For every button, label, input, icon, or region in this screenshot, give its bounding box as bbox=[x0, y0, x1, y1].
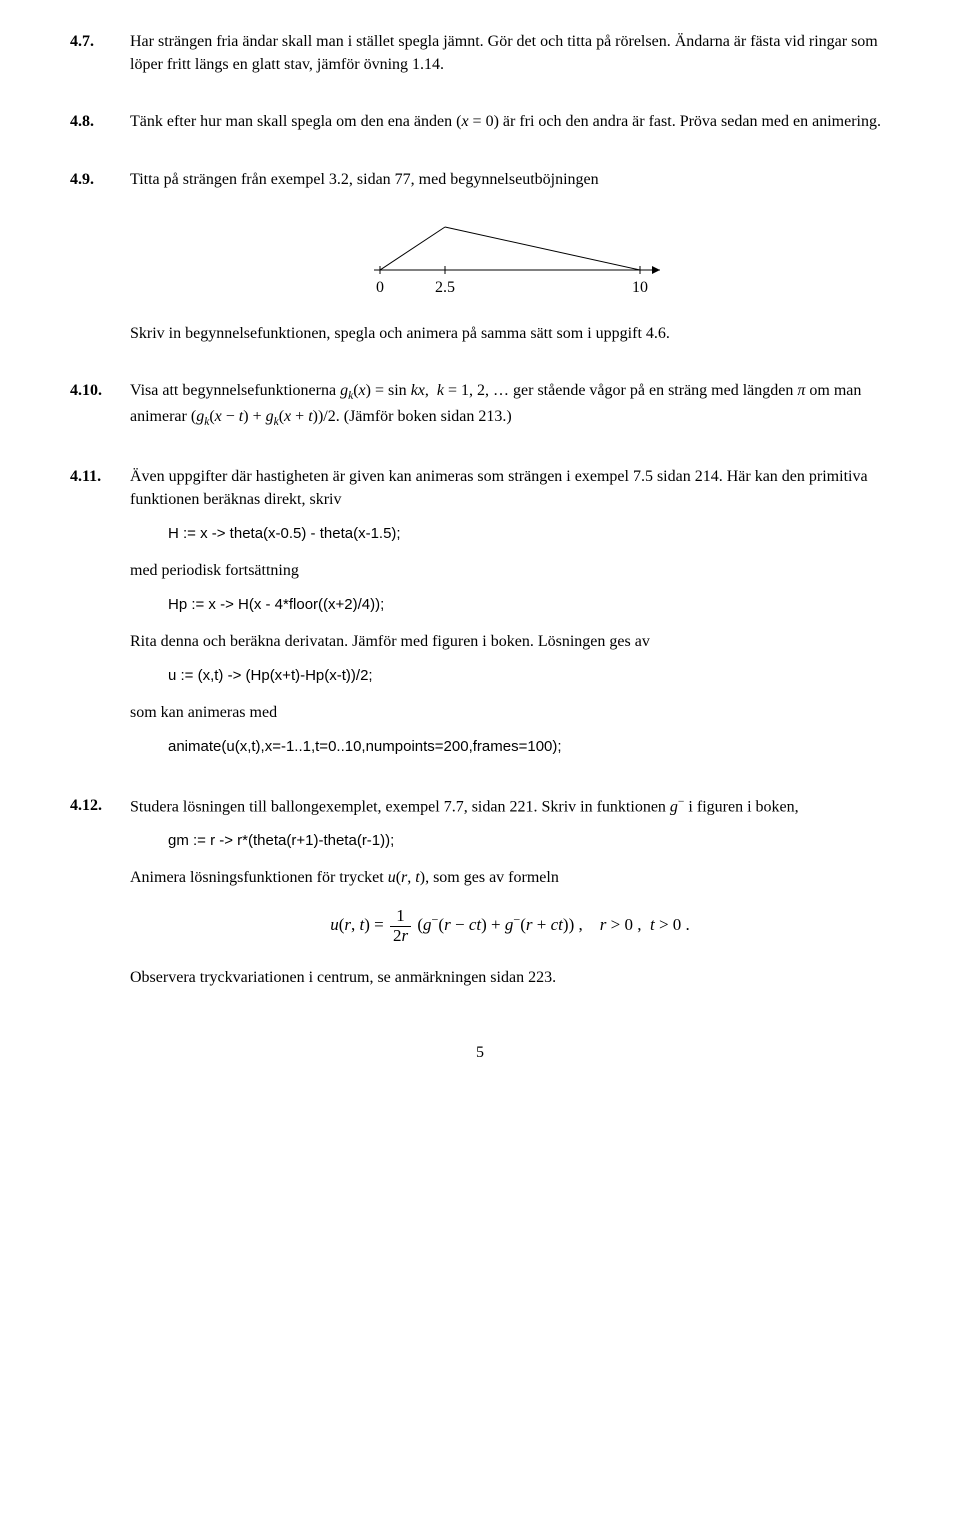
fraction-denominator: 2r bbox=[390, 927, 411, 946]
exercise-text: Har strängen fria ändar skall man i stäl… bbox=[130, 30, 890, 76]
exercise-4-11: 4.11. Även uppgifter där hastigheten är … bbox=[70, 465, 890, 772]
exercise-number: 4.7. bbox=[70, 30, 130, 88]
exercise-text: som kan animeras med bbox=[130, 701, 890, 724]
exercise-4-12: 4.12. Studera lösningen till ballongexem… bbox=[70, 794, 890, 1001]
svg-text:0: 0 bbox=[376, 279, 384, 295]
triangle-figure: 0 2.5 10 bbox=[130, 215, 890, 302]
exercise-text: Visa att begynnelsefunktionerna gk(x) = … bbox=[130, 379, 890, 431]
exercise-text: Rita denna och beräkna derivatan. Jämför… bbox=[130, 630, 890, 653]
code-line: H := x -> theta(x-0.5) - theta(x-1.5); bbox=[168, 523, 890, 545]
exercise-body: Visa att begynnelsefunktionerna gk(x) = … bbox=[130, 379, 890, 443]
text-fragment: i figuren i boken, bbox=[684, 798, 798, 815]
exercise-body: Har strängen fria ändar skall man i stäl… bbox=[130, 30, 890, 88]
exercise-text: Animera lösningsfunktionen för trycket u… bbox=[130, 866, 890, 889]
exercise-4-7: 4.7. Har strängen fria ändar skall man i… bbox=[70, 30, 890, 88]
exercise-number: 4.10. bbox=[70, 379, 130, 443]
exercise-text: Studera lösningen till ballongexemplet, … bbox=[130, 794, 890, 819]
exercise-text: Tänk efter hur man skall spegla om den e… bbox=[130, 110, 890, 133]
text-fragment: Studera lösningen till ballongexemplet, … bbox=[130, 798, 670, 815]
exercise-text: Titta på strängen från exempel 3.2, sida… bbox=[130, 168, 890, 191]
exercise-number: 4.11. bbox=[70, 465, 130, 772]
math-formula: u(r, t) = 12r (g−(r − ct) + g−(r + ct)) … bbox=[130, 907, 890, 945]
exercise-body: Tänk efter hur man skall spegla om den e… bbox=[130, 110, 890, 145]
page-number: 5 bbox=[70, 1041, 890, 1064]
exercise-number: 4.9. bbox=[70, 168, 130, 358]
exercise-body: Studera lösningen till ballongexemplet, … bbox=[130, 794, 890, 1001]
exercise-text: Observera tryckvariationen i centrum, se… bbox=[130, 966, 890, 989]
svg-text:2.5: 2.5 bbox=[435, 279, 455, 295]
triangle-svg: 0 2.5 10 bbox=[350, 215, 670, 295]
exercise-number: 4.8. bbox=[70, 110, 130, 145]
code-line: u := (x,t) -> (Hp(x+t)-Hp(x-t))/2; bbox=[168, 665, 890, 687]
exercise-body: Även uppgifter där hastigheten är given … bbox=[130, 465, 890, 772]
code-line: Hp := x -> H(x - 4*floor((x+2)/4)); bbox=[168, 594, 890, 616]
exercise-text: med periodisk fortsättning bbox=[130, 559, 890, 582]
exercise-body: Titta på strängen från exempel 3.2, sida… bbox=[130, 168, 890, 358]
code-line: gm := r -> r*(theta(r+1)-theta(r-1)); bbox=[168, 830, 890, 852]
exercise-text: Även uppgifter där hastigheten är given … bbox=[130, 465, 890, 511]
code-line: animate(u(x,t),x=-1..1,t=0..10,numpoints… bbox=[168, 736, 890, 758]
exercise-number: 4.12. bbox=[70, 794, 130, 1001]
fraction-numerator: 1 bbox=[390, 907, 411, 927]
svg-text:10: 10 bbox=[632, 279, 648, 295]
exercise-4-10: 4.10. Visa att begynnelsefunktionerna gk… bbox=[70, 379, 890, 443]
exercise-4-9: 4.9. Titta på strängen från exempel 3.2,… bbox=[70, 168, 890, 358]
exercise-text: Skriv in begynnelsefunktionen, spegla oc… bbox=[130, 322, 890, 345]
exercise-4-8: 4.8. Tänk efter hur man skall spegla om … bbox=[70, 110, 890, 145]
